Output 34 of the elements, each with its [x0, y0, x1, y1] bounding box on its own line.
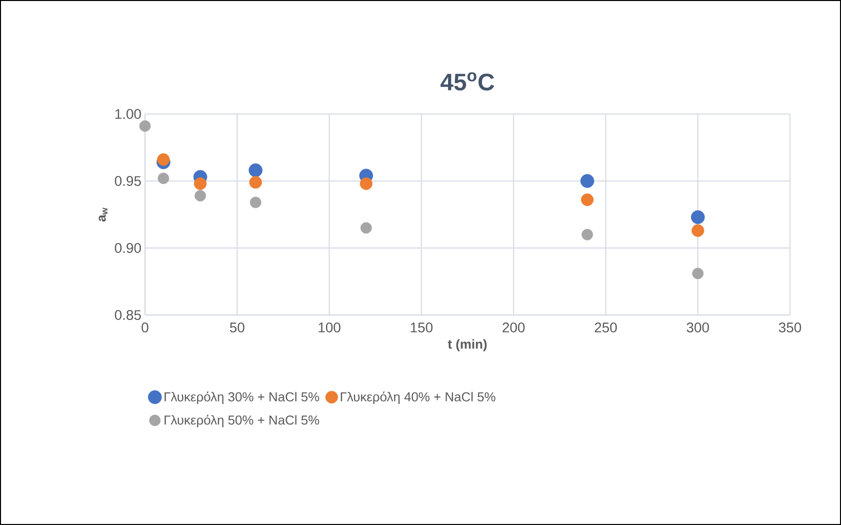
point	[157, 153, 170, 166]
point	[692, 268, 704, 280]
x-tick-label: 200	[502, 322, 525, 332]
x-tick-label: 300	[686, 322, 709, 332]
point	[582, 228, 593, 240]
x-tick-label: 350	[778, 322, 802, 332]
point	[580, 174, 594, 188]
y-tick-label: 0.85	[114, 310, 141, 320]
y-tick-label: 1.00	[115, 109, 141, 119]
x-tick-label: 50	[230, 322, 244, 332]
point	[158, 172, 170, 184]
legend-label: Γλυκερόλη 40% + NaCl 5%	[340, 392, 496, 404]
x-axis-title: t (min)	[448, 339, 487, 352]
x-tick-label: 0	[142, 322, 148, 332]
point	[139, 120, 151, 132]
legend-label: Γλυκερόλη 50% + NaCl 5%	[164, 414, 320, 428]
x-tick-label: 250	[594, 322, 617, 332]
x-tick-label: 100	[318, 322, 340, 332]
x-tick-label: 150	[410, 322, 433, 332]
point	[580, 193, 594, 206]
y-tick-label: 0.95	[114, 176, 141, 186]
chart-title: 45$^{o}$C	[440, 72, 494, 90]
point	[194, 190, 206, 202]
point	[250, 196, 262, 208]
point	[248, 163, 262, 178]
legend-label: Γλυκερόλη 30% + NaCl 5%	[164, 392, 320, 404]
point	[249, 176, 262, 189]
y-tick-label: 0.90	[114, 243, 141, 253]
point	[360, 222, 372, 234]
y-axis-title: a$_{w}$	[98, 208, 108, 222]
point	[360, 177, 372, 190]
point	[194, 177, 207, 190]
point	[692, 224, 704, 237]
point	[690, 210, 705, 224]
